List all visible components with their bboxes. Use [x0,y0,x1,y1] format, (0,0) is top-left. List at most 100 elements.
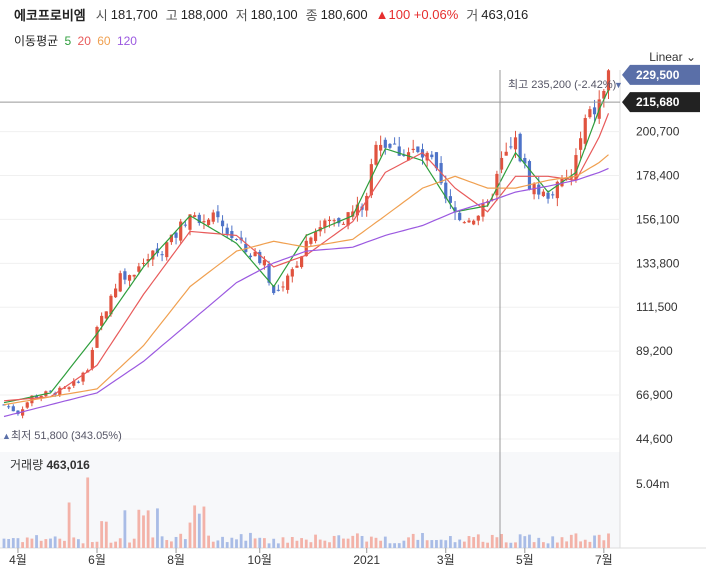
scale-select[interactable]: Linear ⌄ [649,50,696,64]
volume-bar [253,538,257,548]
volume-bar [53,536,57,548]
candle-body [216,211,220,218]
volume-bar [360,535,364,548]
high-label: 고 [165,7,178,23]
volume-bar [532,542,536,548]
candle-body [602,90,606,99]
candle-body [481,203,485,217]
volume-bar [579,541,582,548]
candle-body [234,238,239,240]
volume-bar [602,540,606,548]
volume-bar [379,540,383,548]
candle-body [499,157,504,170]
volume-bar [300,538,303,548]
candle-body [188,214,192,230]
volume-bar [132,538,136,548]
candle-body [430,154,434,158]
candle-body [253,251,257,257]
y-tick-label: 178,400 [636,169,680,183]
volume-bar [183,539,187,548]
candle-body [281,286,285,288]
volume-bar [504,542,508,548]
candle-body [313,231,318,242]
crosshair-price-text: 215,680 [636,95,680,109]
candle-body [132,274,136,277]
x-tick-label: 10월 [248,553,272,567]
volume-bar [72,537,76,548]
volume-bar [39,540,43,548]
volume-bar [328,542,331,548]
candle-body [123,271,127,280]
volume-bar [449,536,452,548]
volume-bar [63,540,66,548]
volume-bar [174,536,178,548]
volume-bar [100,521,104,548]
candle-body [174,232,178,238]
candle-body [2,404,6,406]
volume-bar [281,537,285,548]
candle-body [248,255,253,258]
candle-body [207,219,211,225]
candle-body [244,243,248,252]
volume-bar [342,538,345,548]
y-tick-label: 133,800 [636,256,680,270]
volume-bar [421,533,424,548]
x-tick-label: 2021 [353,553,380,567]
volume-bar [444,540,448,548]
volume-bar [365,541,369,548]
candle-body [332,220,336,222]
candle-body [262,260,266,266]
candle-body [346,212,350,226]
current-price-text: 229,500 [636,68,680,82]
max-annotation: 최고 235,200 (-2.42%) [508,78,616,91]
volume-bar [77,539,80,548]
volume-bar [523,536,527,548]
volume-bar [90,542,94,548]
candle-body [21,409,25,416]
candle-body [220,220,225,227]
candle-body [304,240,308,257]
candle-body [541,191,545,197]
volume-panel-label: 거래량 463,016 [10,458,90,472]
volume-bar [528,534,531,548]
candle-body [555,181,559,199]
candle-body [202,221,206,223]
volume-bar [309,542,313,548]
candle-body [179,221,183,241]
volume-bar [267,543,271,548]
volume-bar [179,533,183,548]
ma-line-60 [3,154,609,406]
volume-bar [588,541,592,548]
candle-body [48,390,53,392]
candle-body [592,107,597,115]
candle-body [453,207,457,213]
volume-bar [462,541,466,548]
volume-value: 463,016 [481,6,529,22]
candle-body [141,262,146,264]
y-tick-label: 111,500 [636,300,678,314]
volume-bar [416,539,420,548]
x-tick-label: 3월 [437,553,455,567]
volume-bar [337,535,341,548]
candle-body [197,214,201,224]
volume-bar [30,538,34,548]
volume-bar [286,542,290,548]
volume-bar [207,535,210,548]
candle-body [258,251,262,264]
volume-bar [58,538,62,548]
volume-bar [356,533,359,548]
candle-body [513,137,518,150]
candle-body [146,259,150,262]
candle-body [327,219,332,222]
volume-bar [481,541,485,548]
min-annotation: 최저 51,800 (343.05%) [11,429,122,442]
volume-bar [263,538,266,548]
ma-legend[interactable]: 이동평균 5 20 60 120 [14,32,140,49]
candle-body [537,184,541,195]
candle-body [448,196,452,203]
candle-body [425,152,429,161]
current-price-tag: 229,500 [622,64,700,85]
candle-body [39,395,43,399]
volume-bar [402,540,406,548]
